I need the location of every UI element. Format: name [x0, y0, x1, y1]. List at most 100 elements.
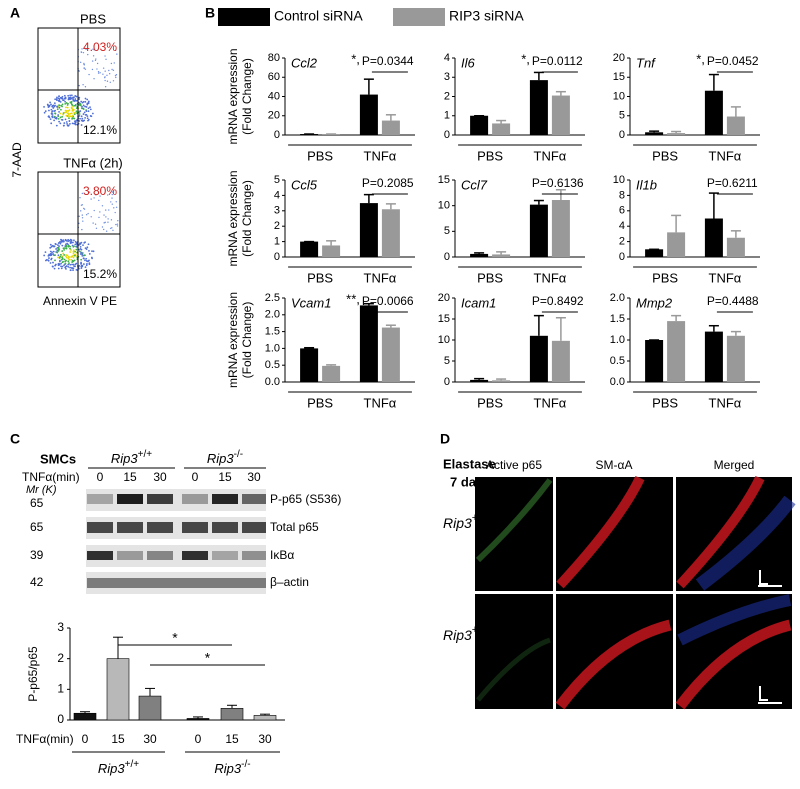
flow-event — [50, 103, 52, 106]
flow-event — [71, 244, 74, 247]
flow-event — [81, 254, 84, 257]
flow-event — [69, 263, 72, 266]
axis-title: (Fold Change) — [240, 58, 254, 135]
stain — [677, 594, 792, 646]
flow-event — [112, 80, 115, 82]
y-tick-label: 2 — [57, 651, 64, 665]
flow-event — [80, 124, 83, 126]
flow-event — [87, 100, 90, 103]
flow-event — [53, 110, 56, 113]
group-label: PBS — [307, 270, 333, 285]
stain — [695, 495, 796, 591]
y-tick-label: 15 — [613, 71, 625, 83]
flow-event — [61, 97, 64, 100]
flow-event — [80, 100, 83, 103]
bar — [470, 379, 489, 382]
flow-event — [48, 257, 50, 259]
flow-event — [63, 94, 66, 97]
genotype-base: Rip3 — [214, 761, 242, 776]
y-tick-label: 0 — [444, 251, 450, 263]
group-label: PBS — [477, 148, 503, 163]
flow-event — [59, 96, 62, 99]
genotype-label: Rip3+/+ — [443, 512, 488, 531]
group-label: TNFα — [709, 270, 742, 285]
flow-event — [73, 117, 76, 120]
flow-event — [112, 69, 115, 72]
flow-event — [86, 262, 88, 265]
flow-event — [63, 97, 66, 100]
flow-event — [66, 254, 69, 257]
flow-event — [84, 105, 87, 108]
flow-event — [58, 120, 60, 123]
flow-event — [82, 263, 85, 265]
legend-label: Control siRNA — [274, 8, 363, 24]
flow-event — [56, 246, 59, 249]
flow-event — [69, 269, 72, 272]
flow-event — [53, 119, 56, 122]
band — [242, 551, 266, 560]
axis-title: mRNA expression — [226, 292, 240, 388]
flow-event — [91, 250, 93, 253]
flow-event — [61, 244, 64, 247]
flow-event — [52, 104, 55, 107]
flow-event — [106, 80, 109, 82]
bar — [138, 695, 162, 721]
y-tick-label: 0 — [619, 129, 625, 141]
flow-event — [78, 96, 81, 99]
flow-event — [54, 98, 57, 101]
flow-event — [68, 120, 71, 122]
plot-title: TNFα (2h) — [63, 155, 123, 170]
flow-event — [67, 97, 70, 99]
flow-event — [58, 95, 60, 98]
gene-name: Vcam1 — [291, 295, 331, 310]
flow-event — [55, 124, 58, 127]
bar — [551, 200, 570, 257]
flow-event — [96, 68, 98, 70]
flow-event — [64, 103, 67, 105]
axis-title: Annexin V PE — [43, 294, 117, 308]
genotype-sup: +/+ — [138, 449, 153, 460]
genotype-label: Rip3-/- — [207, 449, 243, 467]
genotype-sup: +/- — [472, 624, 485, 636]
flow-event — [87, 53, 89, 56]
flow-event — [64, 266, 67, 269]
flow-event — [60, 108, 62, 111]
genotype-base: Rip3 — [207, 451, 235, 466]
flow-event — [69, 96, 72, 99]
bar — [551, 95, 570, 135]
bar — [551, 340, 570, 382]
flow-event — [51, 265, 54, 268]
flow-event — [81, 217, 84, 219]
y-tick-label: 60 — [268, 71, 280, 83]
bar — [529, 335, 548, 382]
genotype-base: Rip3 — [111, 451, 139, 466]
bar — [73, 712, 97, 721]
flow-event — [73, 120, 76, 123]
flow-event — [74, 111, 77, 114]
flow-event — [85, 264, 88, 267]
flow-event — [54, 263, 57, 266]
flow-event — [55, 248, 57, 250]
flow-event — [105, 216, 107, 218]
bar — [106, 658, 130, 721]
band — [117, 494, 143, 504]
flow-event — [70, 258, 73, 261]
flow-event — [80, 210, 82, 212]
flow-event — [111, 197, 113, 199]
flow-event — [96, 62, 99, 65]
flow-event — [51, 116, 54, 119]
genotype-base: Rip3 — [443, 515, 472, 531]
flow-event — [58, 241, 61, 243]
band — [87, 522, 113, 533]
bar — [704, 331, 723, 382]
flow-event — [88, 262, 91, 265]
flow-event — [53, 102, 56, 105]
flow-event — [115, 73, 118, 76]
genotype-base: Rip3 — [443, 627, 472, 643]
quadrant-percent: 15.2% — [83, 267, 117, 281]
flow-event — [94, 59, 97, 62]
flow-event — [87, 107, 90, 110]
p-value: P=0.0112 — [532, 54, 583, 68]
flow-event — [69, 115, 72, 118]
y-tick-label: 10 — [613, 174, 625, 186]
